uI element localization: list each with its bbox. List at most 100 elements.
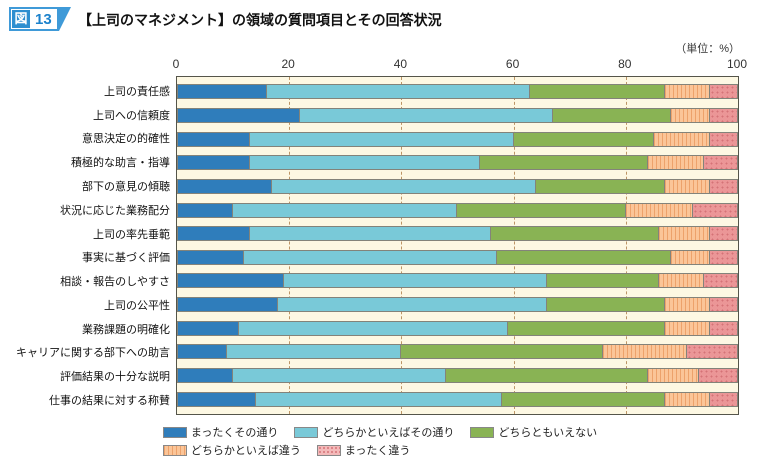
legend-inner: まったくその通り どちらかといえばその通り どちらともいえない どちらかといえば違う ま… (162, 424, 598, 460)
bar-segment (177, 368, 234, 383)
bar-segment (238, 320, 508, 336)
bar-segment (244, 249, 497, 265)
bar-segment (491, 226, 660, 242)
figure-badge-wedge-icon (58, 7, 71, 31)
bar-segment (709, 107, 738, 123)
bar-segment (704, 155, 738, 171)
category-label: 部下の意見の傾聴 (82, 181, 170, 194)
bar-segment (709, 391, 738, 407)
bar-segment (648, 368, 699, 383)
legend-item: どちらかといえばその通り (294, 424, 454, 440)
bar-segment (283, 273, 548, 289)
category-label: 積極的な助言・指導 (71, 157, 170, 170)
category-label: 上司の公平性 (104, 299, 170, 312)
legend-label: まったく違う (344, 445, 411, 457)
legend-label: どちらかといえばその通り (322, 427, 455, 439)
bar-segment (177, 155, 250, 171)
bar-segment (177, 202, 234, 218)
stacked-bar (177, 178, 738, 194)
bar-segment (272, 178, 537, 194)
bar-segment (496, 249, 671, 265)
bar-segment (177, 344, 228, 360)
legend-swatch-icon (470, 426, 495, 438)
bar-segment (659, 273, 705, 289)
bar-segment (659, 226, 710, 242)
x-axis-tick-label: 40 (393, 57, 408, 71)
legend-swatch-icon (294, 426, 319, 438)
bar-segment (177, 84, 267, 100)
bar-row (177, 175, 738, 199)
bar-row (177, 80, 738, 104)
unit-label: （単位：%） (675, 43, 740, 55)
bar-segment (233, 368, 447, 383)
legend-row: まったくその通り どちらかといえばその通り どちらともいえない (162, 424, 598, 440)
bar-segment (177, 178, 273, 194)
x-axis-tick-label: 0 (172, 57, 180, 71)
gridline (289, 77, 291, 414)
bar-row (177, 127, 738, 151)
bar-segment (687, 344, 738, 360)
legend-label: どちらともいえない (498, 427, 598, 439)
bar-row (177, 387, 738, 411)
bar-segment (513, 131, 654, 147)
bar-segment (704, 273, 738, 289)
bar-segment (530, 84, 666, 100)
legend-item: まったく違う (316, 442, 411, 458)
bar-segment (233, 202, 458, 218)
x-axis-tick-label: 20 (281, 57, 295, 71)
gridline (513, 77, 515, 414)
stacked-bar (177, 320, 738, 336)
stacked-bar (177, 368, 738, 383)
figure-badge-number: 13 (35, 10, 52, 28)
bar-segment (665, 178, 710, 194)
category-label: 相談・報告のしやすさ (60, 276, 170, 289)
bar-segment (177, 107, 301, 123)
plot-area (176, 76, 739, 415)
legend-label: どちらかといえば違う (190, 445, 301, 457)
bar-segment (300, 107, 553, 123)
bar-segment (709, 131, 738, 147)
bar-segment (648, 155, 705, 171)
category-label: 上司の率先垂範 (93, 228, 170, 241)
bar-segment (277, 297, 548, 313)
gridline (625, 77, 627, 414)
category-label: 上司への信頼度 (93, 109, 170, 122)
x-axis-tick-label: 80 (618, 57, 632, 71)
figure-badge-box: 図 13 (9, 7, 59, 31)
category-label: 仕事の結果に対する称賛 (49, 395, 170, 408)
bar-segment (227, 344, 402, 360)
bar-segment (249, 155, 480, 171)
bar-segment (665, 320, 710, 336)
bar-segment (547, 273, 660, 289)
legend-swatch-icon (162, 426, 187, 438)
bar-segment (693, 202, 738, 218)
bar-segment (479, 155, 649, 171)
bar-segment (653, 131, 710, 147)
stacked-bar (177, 273, 738, 289)
bar-rows (177, 77, 738, 414)
bar-row (177, 198, 738, 222)
bar-segment (536, 178, 666, 194)
bar-segment (670, 249, 710, 265)
x-axis: 0 20 40 60 80 100 (0, 57, 760, 73)
bar-segment (665, 297, 710, 313)
bar-segment (401, 344, 604, 360)
bar-segment (177, 297, 278, 313)
category-label: 上司の責任感 (104, 85, 170, 98)
figure-badge-prefix: 図 (12, 10, 30, 28)
stacked-bar (177, 249, 738, 265)
bar-segment (709, 320, 738, 336)
stacked-bar (177, 202, 738, 218)
bar-segment (507, 320, 666, 336)
legend-item: どちらかといえば違う (162, 442, 301, 458)
bar-segment (249, 226, 492, 242)
bar-segment (446, 368, 649, 383)
bar-segment (255, 391, 503, 407)
bar-row (177, 293, 738, 317)
bar-segment (502, 391, 666, 407)
bar-segment (698, 368, 738, 383)
bar-row (177, 104, 738, 128)
category-label: 評価結果の十分な説明 (60, 371, 170, 384)
bar-segment (177, 226, 250, 242)
bar-segment (177, 320, 239, 336)
